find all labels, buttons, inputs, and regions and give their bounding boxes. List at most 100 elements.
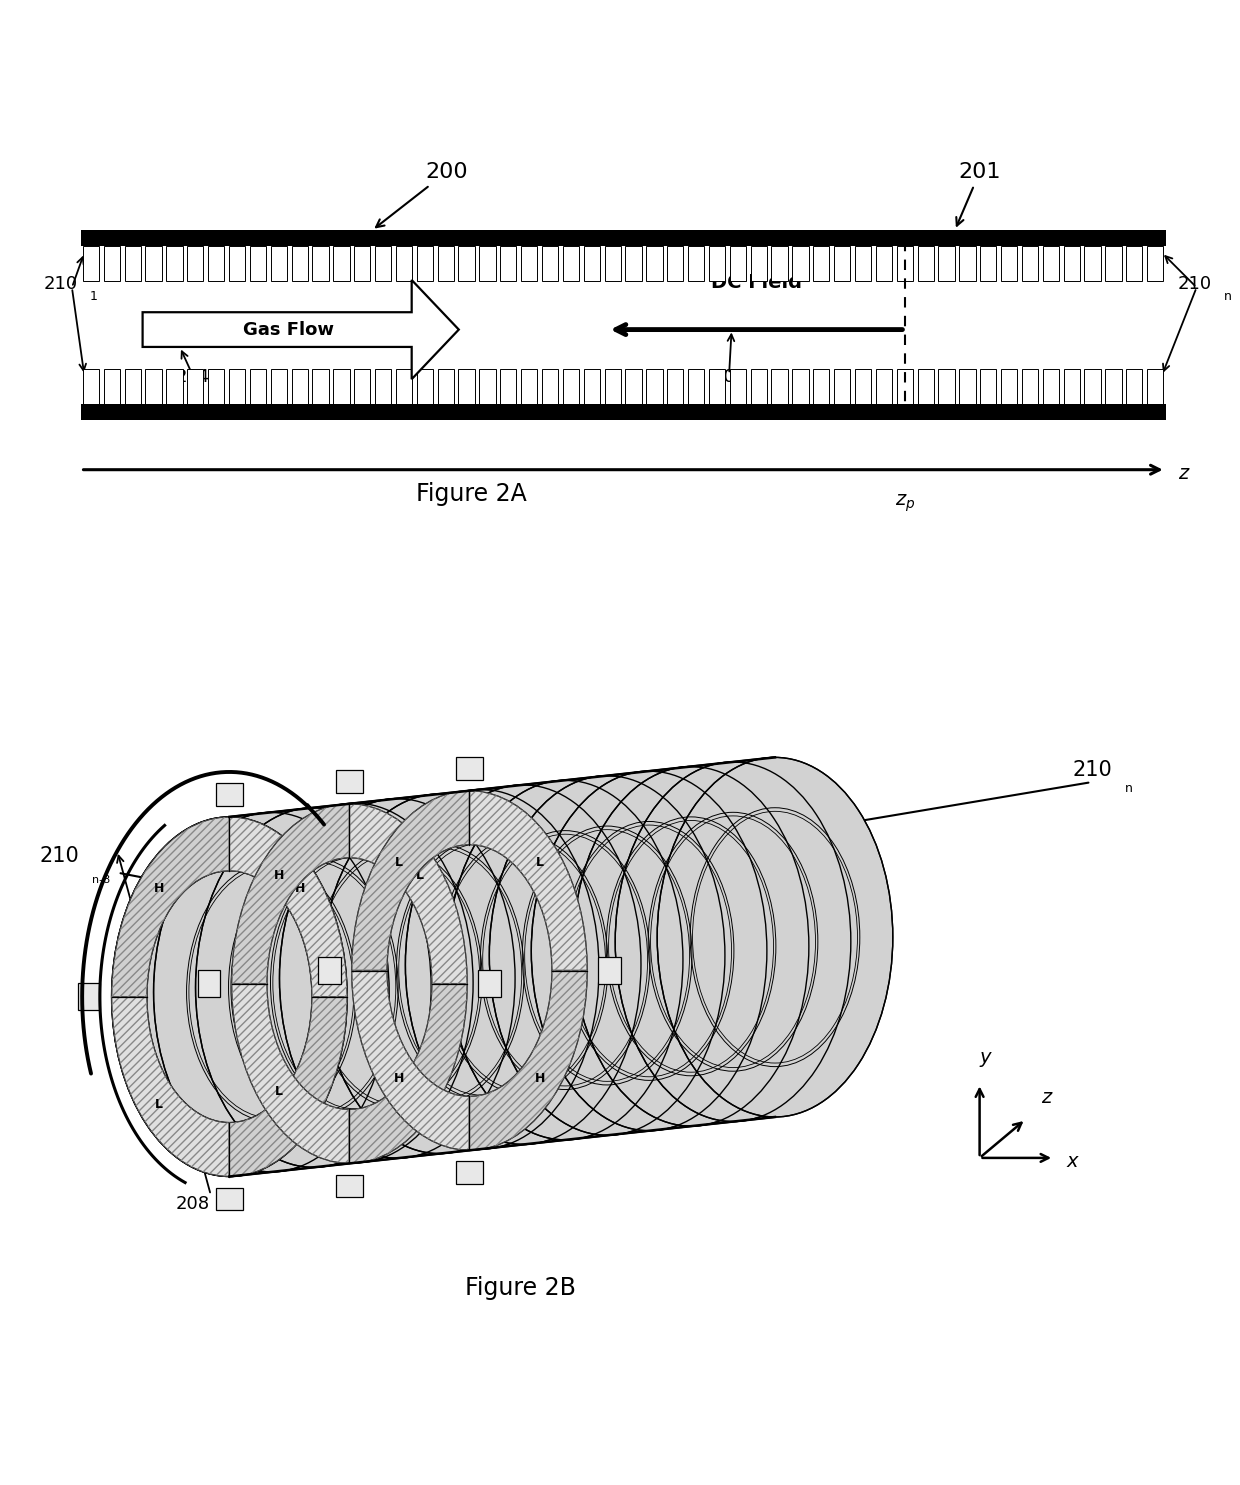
- Polygon shape: [320, 860, 330, 1112]
- Polygon shape: [575, 832, 584, 1086]
- Polygon shape: [502, 841, 511, 1093]
- Ellipse shape: [112, 817, 347, 1176]
- Bar: [960, 247, 976, 281]
- Bar: [542, 247, 558, 281]
- Bar: [459, 247, 475, 281]
- Polygon shape: [387, 799, 393, 1160]
- Bar: [187, 370, 203, 404]
- Bar: [83, 247, 99, 281]
- Ellipse shape: [543, 824, 713, 1083]
- Bar: [1105, 370, 1121, 404]
- Polygon shape: [466, 843, 475, 1097]
- Ellipse shape: [376, 842, 546, 1100]
- Bar: [374, 370, 392, 404]
- Text: L: L: [536, 855, 544, 869]
- Polygon shape: [311, 808, 317, 1167]
- Ellipse shape: [291, 851, 461, 1111]
- Polygon shape: [284, 811, 290, 1170]
- Polygon shape: [570, 780, 578, 1139]
- Polygon shape: [360, 802, 366, 1163]
- Polygon shape: [374, 854, 384, 1106]
- Polygon shape: [366, 802, 372, 1161]
- Ellipse shape: [448, 780, 683, 1140]
- Bar: [125, 370, 141, 404]
- Polygon shape: [494, 841, 502, 1094]
- Bar: [438, 370, 454, 404]
- Ellipse shape: [670, 809, 838, 1069]
- Polygon shape: [502, 787, 508, 1146]
- Polygon shape: [461, 792, 469, 1151]
- Polygon shape: [666, 823, 675, 1075]
- Polygon shape: [243, 815, 250, 1175]
- Ellipse shape: [279, 799, 515, 1158]
- Polygon shape: [112, 817, 229, 996]
- Polygon shape: [639, 772, 645, 1132]
- Polygon shape: [319, 956, 341, 985]
- Text: DC Field: DC Field: [711, 273, 802, 293]
- Text: 210: 210: [1178, 275, 1213, 293]
- Polygon shape: [456, 757, 484, 780]
- Polygon shape: [407, 797, 414, 1157]
- Polygon shape: [112, 996, 229, 1176]
- Polygon shape: [529, 784, 536, 1143]
- Polygon shape: [229, 870, 238, 1123]
- Bar: [625, 247, 641, 281]
- Ellipse shape: [490, 775, 725, 1136]
- Polygon shape: [448, 793, 454, 1152]
- Polygon shape: [557, 835, 565, 1087]
- Ellipse shape: [615, 762, 851, 1121]
- Ellipse shape: [594, 765, 830, 1124]
- Polygon shape: [454, 792, 461, 1152]
- Ellipse shape: [166, 864, 335, 1124]
- Bar: [229, 247, 246, 281]
- Polygon shape: [366, 855, 374, 1108]
- Bar: [584, 370, 600, 404]
- Ellipse shape: [469, 778, 704, 1138]
- Bar: [417, 247, 433, 281]
- Bar: [521, 247, 537, 281]
- Polygon shape: [611, 829, 620, 1081]
- Text: Figure 2A: Figure 2A: [415, 483, 527, 506]
- Bar: [918, 247, 934, 281]
- Ellipse shape: [196, 808, 432, 1167]
- Bar: [813, 370, 830, 404]
- Polygon shape: [666, 769, 672, 1129]
- Text: H: H: [295, 882, 305, 895]
- Text: n-8: n-8: [92, 875, 110, 885]
- Bar: [729, 247, 746, 281]
- Polygon shape: [456, 845, 466, 1097]
- Polygon shape: [563, 780, 570, 1140]
- Text: $y$: $y$: [978, 1050, 993, 1069]
- Polygon shape: [529, 838, 538, 1090]
- Bar: [208, 247, 224, 281]
- Polygon shape: [78, 983, 100, 1010]
- Polygon shape: [754, 759, 761, 1120]
- Bar: [771, 370, 787, 404]
- Ellipse shape: [657, 757, 893, 1117]
- Polygon shape: [332, 805, 339, 1166]
- Polygon shape: [625, 774, 631, 1133]
- Bar: [312, 247, 329, 281]
- Bar: [897, 247, 913, 281]
- Polygon shape: [336, 771, 363, 793]
- Text: n: n: [1125, 781, 1132, 794]
- Bar: [166, 247, 182, 281]
- Bar: [563, 370, 579, 404]
- Polygon shape: [693, 766, 699, 1126]
- Polygon shape: [707, 765, 714, 1124]
- Polygon shape: [484, 842, 494, 1094]
- Bar: [229, 370, 246, 404]
- Polygon shape: [645, 771, 652, 1132]
- Bar: [875, 247, 892, 281]
- Ellipse shape: [175, 809, 410, 1170]
- Polygon shape: [248, 867, 257, 1121]
- Ellipse shape: [427, 783, 662, 1142]
- Polygon shape: [263, 812, 270, 1173]
- Text: 208: 208: [175, 1195, 210, 1213]
- Bar: [625, 370, 641, 404]
- Polygon shape: [393, 852, 402, 1105]
- Bar: [270, 370, 286, 404]
- Bar: [459, 370, 475, 404]
- Polygon shape: [470, 790, 588, 971]
- Polygon shape: [687, 766, 693, 1127]
